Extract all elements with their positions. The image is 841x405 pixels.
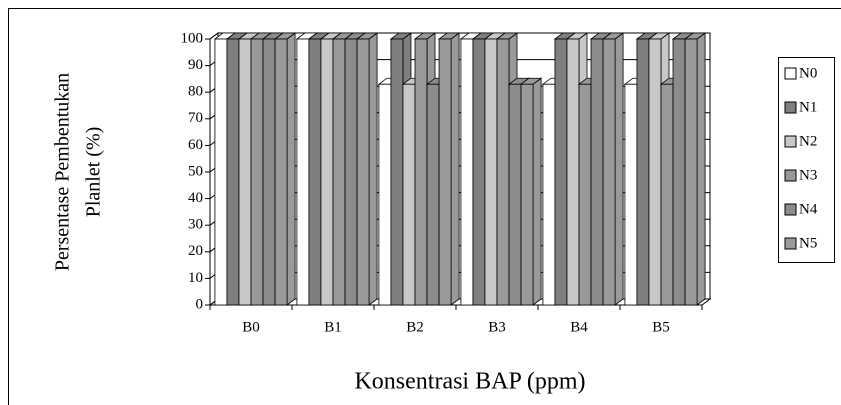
y-tick-label: 30: [188, 217, 203, 233]
bar: [426, 83, 440, 306]
bar-side: [532, 77, 542, 306]
bar: [590, 38, 604, 306]
bar-side: [614, 32, 624, 306]
legend-swatch: [784, 203, 797, 216]
bar: [660, 83, 674, 306]
legend-label: N2: [799, 133, 817, 149]
bar: [672, 38, 686, 306]
bar: [684, 38, 698, 306]
bar: [566, 38, 580, 306]
bar: [356, 38, 370, 306]
x-tick-label: B3: [488, 319, 506, 335]
legend-swatch: [784, 101, 797, 114]
bar: [636, 38, 650, 306]
y-axis-label: Planlet (%): [83, 127, 105, 218]
legend-box: [778, 57, 835, 263]
bar-side: [696, 32, 706, 306]
x-tick-label: B5: [652, 319, 670, 335]
legend-label: N3: [799, 167, 817, 183]
legend-label: N1: [799, 99, 817, 115]
y-tick-label: 70: [188, 110, 203, 126]
bar-side: [286, 32, 296, 306]
bar: [460, 38, 474, 306]
bar: [344, 38, 358, 306]
bar: [520, 83, 534, 306]
legend-swatch: [784, 135, 797, 148]
y-tick-label: 90: [188, 57, 203, 73]
bar: [554, 38, 568, 306]
y-tick-label: 10: [188, 270, 203, 286]
bar: [602, 38, 616, 306]
bar: [496, 38, 510, 306]
y-tick-label: 0: [196, 296, 204, 312]
y-tick-label: 50: [188, 163, 203, 179]
bar: [390, 38, 404, 306]
bar-side: [368, 32, 378, 306]
bar: [274, 38, 288, 306]
legend-label: N0: [799, 65, 817, 81]
bar: [320, 38, 334, 306]
legend-swatch: [784, 67, 797, 80]
bar: [214, 38, 228, 306]
bar: [508, 83, 522, 306]
bar-side: [450, 32, 460, 306]
bar: [238, 38, 252, 306]
x-tick-label: B1: [324, 319, 342, 335]
bar: [262, 38, 276, 306]
y-tick-label: 40: [188, 190, 203, 206]
bar: [332, 38, 346, 306]
bar: [402, 83, 416, 306]
x-tick-label: B2: [406, 319, 424, 335]
x-tick-label: B4: [570, 319, 588, 335]
bar: [472, 38, 486, 306]
legend-label: N5: [799, 235, 817, 251]
y-tick-label: 20: [188, 243, 203, 259]
bar: [226, 38, 240, 306]
bar: [296, 38, 310, 306]
bar: [648, 38, 662, 306]
legend-swatch: [784, 169, 797, 182]
y-tick-label: 60: [188, 137, 203, 153]
bar: [438, 38, 452, 306]
bar: [542, 83, 556, 306]
bar: [378, 83, 392, 306]
y-axis-label: Persentase Pembentukan: [52, 73, 74, 271]
x-tick-label: B0: [242, 319, 260, 335]
x-axis-label: Konsentrasi BAP (ppm): [354, 369, 585, 395]
legend-swatch: [784, 237, 797, 250]
y-tick-label: 80: [188, 84, 203, 100]
y-tick-label: 100: [181, 30, 204, 46]
grid-line: [209, 32, 710, 40]
bar: [250, 38, 264, 306]
bar: [578, 83, 592, 306]
bar: [624, 83, 638, 306]
bar: [308, 38, 322, 306]
legend-label: N4: [799, 201, 818, 217]
bar: [484, 38, 498, 306]
bar: [414, 38, 428, 306]
